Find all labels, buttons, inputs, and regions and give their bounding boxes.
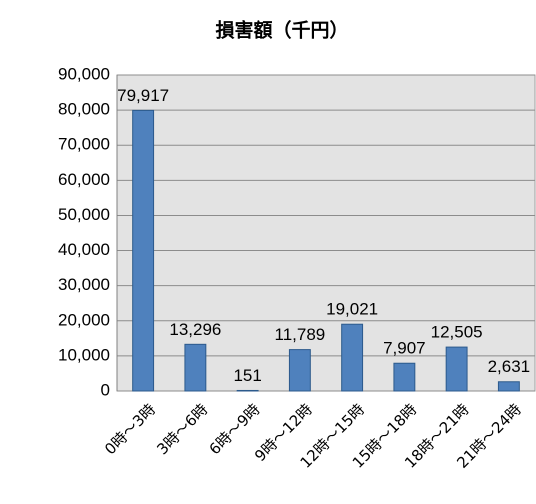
y-tick-label: 10,000: [58, 345, 110, 364]
x-tick-label: 0時～3時: [101, 400, 159, 458]
bar: [341, 323, 364, 392]
y-tick-label: 60,000: [58, 170, 110, 189]
x-tick-label: 3時～6時: [153, 400, 211, 458]
y-tick-label: 0: [101, 380, 110, 399]
value-label: 19,021: [326, 300, 378, 319]
value-label: 79,917: [117, 86, 169, 105]
value-label: 2,631: [488, 357, 531, 376]
y-tick-label: 80,000: [58, 100, 110, 119]
bar: [445, 346, 468, 392]
bar: [132, 109, 155, 392]
y-tick-label: 30,000: [58, 275, 110, 294]
y-tick-label: 40,000: [58, 240, 110, 259]
y-tick-label: 70,000: [58, 135, 110, 154]
value-label: 13,296: [169, 320, 221, 339]
value-label: 12,505: [431, 323, 483, 342]
value-label: 11,789: [275, 325, 326, 344]
value-label: 7,907: [383, 339, 426, 358]
y-tick-label: 90,000: [58, 64, 110, 83]
plot-area: [116, 74, 536, 392]
bar: [184, 343, 207, 392]
bar: [497, 381, 520, 392]
bar: [236, 389, 259, 392]
chart-title: 損害額（千円）: [215, 19, 348, 42]
bar: [393, 362, 416, 392]
bar: [288, 349, 311, 392]
y-tick-label: 20,000: [58, 310, 110, 329]
value-label: 151: [233, 366, 261, 385]
y-tick-label: 50,000: [58, 205, 110, 224]
